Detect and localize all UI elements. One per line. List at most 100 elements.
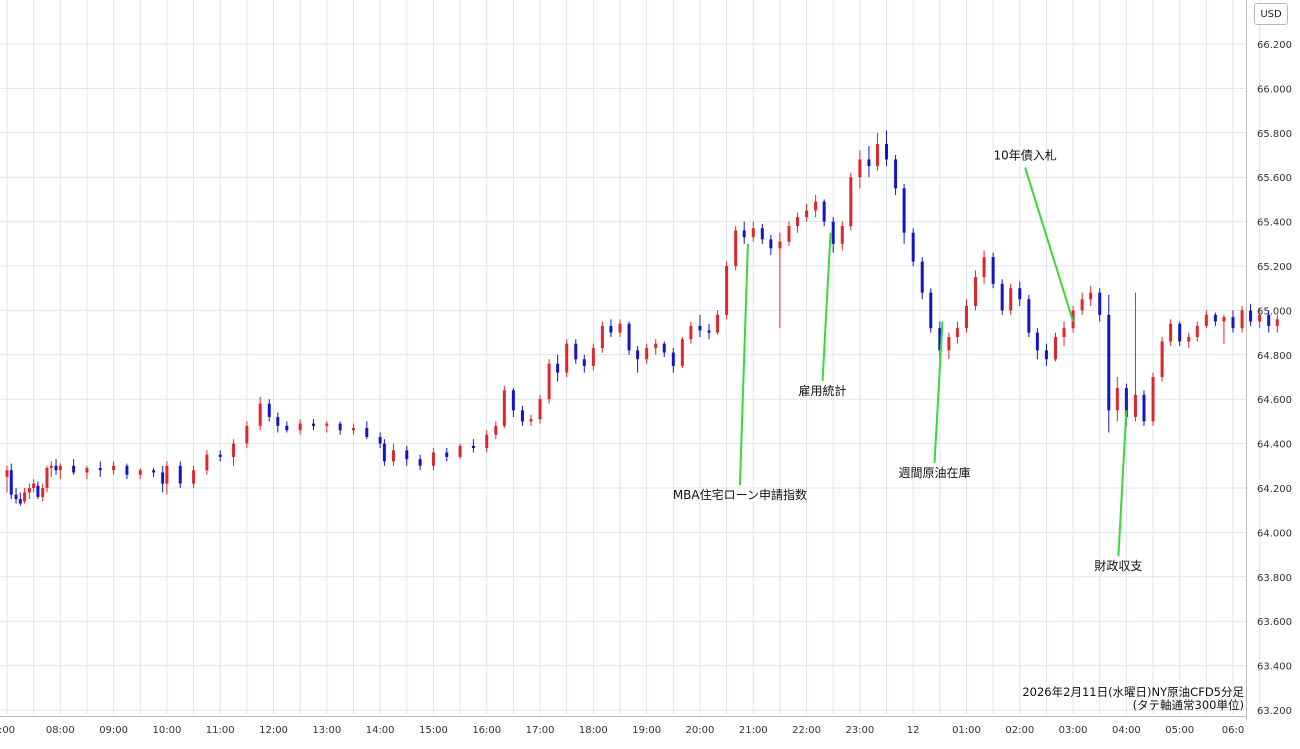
candle-body: [636, 350, 640, 360]
candle: [325, 421, 329, 433]
x-tick-label: :00: [0, 725, 15, 736]
candle-layer: [5, 130, 1279, 506]
candle-body: [445, 452, 449, 457]
y-tick-label: 64.400: [1257, 440, 1292, 451]
candle: [1178, 321, 1182, 346]
candle-body: [152, 470, 156, 473]
candle: [1267, 310, 1271, 333]
candle: [54, 459, 58, 475]
candle: [218, 450, 222, 462]
candle-body: [929, 292, 933, 329]
annotation-label: 週間原油在庫: [898, 466, 970, 480]
candle: [849, 172, 853, 231]
candle-body: [716, 314, 720, 333]
candle: [1195, 321, 1199, 342]
candle: [974, 270, 978, 311]
candle-body: [1027, 299, 1031, 333]
candle: [258, 396, 262, 431]
candle: [165, 461, 169, 495]
x-tick-label: 05:00: [1165, 725, 1194, 736]
candle-body: [938, 328, 942, 351]
candle: [778, 232, 782, 329]
candle-body: [98, 468, 102, 471]
candle: [502, 385, 506, 429]
candle: [1133, 292, 1137, 422]
candle-body: [72, 465, 76, 473]
x-tick-label: 10:00: [152, 725, 181, 736]
candle-body: [1044, 350, 1048, 360]
candle-body: [1098, 292, 1102, 315]
candle: [312, 419, 315, 431]
candle: [5, 465, 9, 493]
candle: [511, 388, 515, 417]
candle-body: [267, 403, 271, 417]
candle: [609, 319, 613, 338]
candle-body: [858, 159, 862, 178]
y-tick-label: 65.200: [1257, 262, 1292, 273]
candle: [138, 468, 142, 480]
candle-body: [1133, 394, 1137, 417]
candle-body: [325, 423, 329, 426]
candle: [351, 423, 355, 435]
candle-body: [9, 470, 13, 495]
candle: [1089, 285, 1093, 306]
annotation-line: [821, 232, 832, 381]
candle: [1018, 281, 1022, 306]
candle-body: [885, 143, 889, 160]
candle: [1249, 303, 1253, 326]
x-tick-label: 12: [907, 725, 920, 736]
candle: [574, 339, 578, 364]
candle-body: [654, 343, 658, 349]
candle-body: [574, 343, 578, 360]
candle: [298, 419, 302, 435]
candle-body: [751, 228, 755, 238]
candle-body: [875, 143, 879, 167]
candle-body: [725, 266, 729, 315]
candle-body: [707, 330, 711, 333]
candle: [707, 323, 711, 340]
candle-body: [734, 230, 738, 266]
candle: [458, 443, 462, 460]
candle-body: [822, 201, 826, 222]
y-tick-label: 66.200: [1257, 40, 1292, 51]
candle-body: [1035, 332, 1039, 351]
candle-body: [1187, 337, 1191, 342]
candle-body: [662, 343, 666, 353]
candle-body: [894, 159, 898, 189]
x-tick-label: 06:0: [1222, 725, 1244, 736]
x-tick-label: 08:00: [46, 725, 75, 736]
x-tick-label: 13:00: [312, 725, 341, 736]
x-tick-label: 21:00: [739, 725, 768, 736]
x-tick-label: 23:00: [845, 725, 874, 736]
candle-body: [742, 230, 746, 238]
candle: [636, 345, 640, 373]
y-tick-label: 65.600: [1257, 173, 1292, 184]
candle-body: [1009, 288, 1013, 311]
candle: [18, 492, 22, 506]
candle-body: [867, 159, 871, 167]
y-tick-label: 65.800: [1257, 129, 1292, 140]
candle: [378, 432, 382, 449]
candle-body: [391, 450, 395, 462]
candle-body: [698, 325, 702, 331]
candle: [1142, 390, 1146, 426]
candle-body: [23, 492, 27, 502]
candle-body: [1178, 323, 1182, 342]
candle: [920, 257, 924, 300]
candle-body: [276, 416, 280, 426]
candle: [556, 354, 560, 382]
candle-body: [991, 257, 995, 284]
candle: [1160, 337, 1164, 382]
x-tick-label: 20:00: [686, 725, 715, 736]
candle-body: [378, 436, 382, 444]
candle: [902, 183, 906, 244]
x-tick-label: 14:00: [366, 725, 395, 736]
y-tick-label: 64.800: [1257, 351, 1292, 362]
candle: [929, 288, 933, 333]
currency-unit-button[interactable]: USD: [1254, 3, 1288, 25]
candle-body: [27, 488, 31, 493]
candle-body: [285, 425, 289, 431]
candle-body: [1275, 319, 1279, 326]
candle-body: [814, 201, 818, 211]
candle-body: [680, 339, 684, 366]
